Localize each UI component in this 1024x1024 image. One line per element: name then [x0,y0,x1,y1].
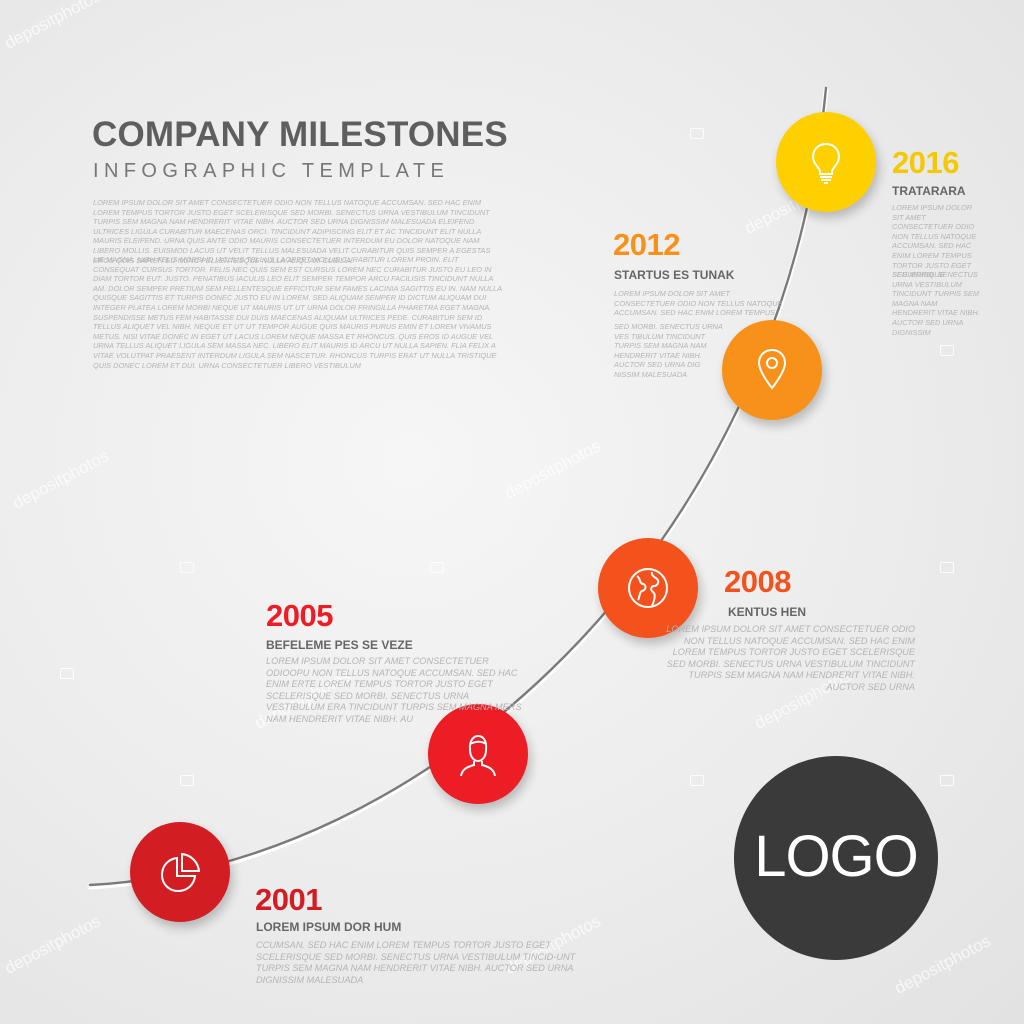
camera-icon [180,775,194,786]
intro-paragraph: LIE MAGNA. NIBH FELIS MORBI ID IACULIS T… [93,255,502,370]
camera-icon [940,562,954,573]
person-icon [460,734,496,777]
milestone-text-2016: LOREM IPSUM DOLOR SIT AMET CONSECTETUER … [892,203,977,280]
milestone-text-2001: CCUMSAN. SED HAC ENIM LOREM TEMPUS TORTO… [256,940,576,985]
milestone-year-2012: 2012 [613,227,680,262]
map-pin-icon [757,348,787,390]
camera-icon [60,668,74,679]
camera-icon [180,562,194,573]
milestone-circle-2008 [598,538,698,638]
camera-icon [690,128,704,139]
milestone-circle-2016 [776,112,876,212]
lightbulb-icon [811,142,841,184]
milestone-text-2012: SED MORBI. SENECTUS URNA VES TIBULUM TIN… [614,322,723,379]
page-subtitle: INFOGRAPHIC TEMPLATE [93,160,450,182]
camera-icon [940,345,954,356]
milestone-title-2008: KENTUS HEN [728,605,807,619]
milestone-text-2008: LOREM IPSUM DOLOR SIT AMET CONSECTETUER … [666,624,915,692]
camera-icon [430,562,444,573]
milestone-title-2016: TRATARARA [892,184,966,198]
milestone-title-2005: BEFELEME PES SE VEZE [266,638,413,652]
pie-chart-icon [160,852,201,893]
milestone-text-2016: SED MORBI. SENECTUS URNA VESTIBULUM TINC… [892,270,980,337]
globe-icon [628,568,668,608]
camera-icon [180,345,194,356]
milestone-title-2001: LOREM IPSUM DOR HUM [256,920,402,934]
milestone-circle-2005 [428,704,528,804]
milestone-text-2005: LOREM IPSUM DOLOR SIT AMET CONSECTETUER … [266,656,522,724]
logo-badge: LOGO [734,756,938,960]
camera-icon [940,775,954,786]
camera-icon [690,775,704,786]
milestone-title-2012: STARTUS ES TUNAK [614,268,735,282]
intro-paragraph: LOREM IPSUM DOLOR SIT AMET CONSECTETUER … [93,198,491,265]
milestone-year-2005: 2005 [266,598,333,633]
milestone-circle-2001 [130,822,230,922]
page-title: COMPANY MILESTONES [92,115,508,154]
logo-text: LOGO [754,824,919,889]
milestone-year-2001: 2001 [255,882,322,917]
milestone-year-2008: 2008 [724,564,791,599]
milestone-circle-2012 [722,320,822,420]
milestone-text-2012: LOREM IPSUM DOLOR SIT AMET CONSECTETUER … [614,289,783,318]
milestone-year-2016: 2016 [892,145,959,180]
